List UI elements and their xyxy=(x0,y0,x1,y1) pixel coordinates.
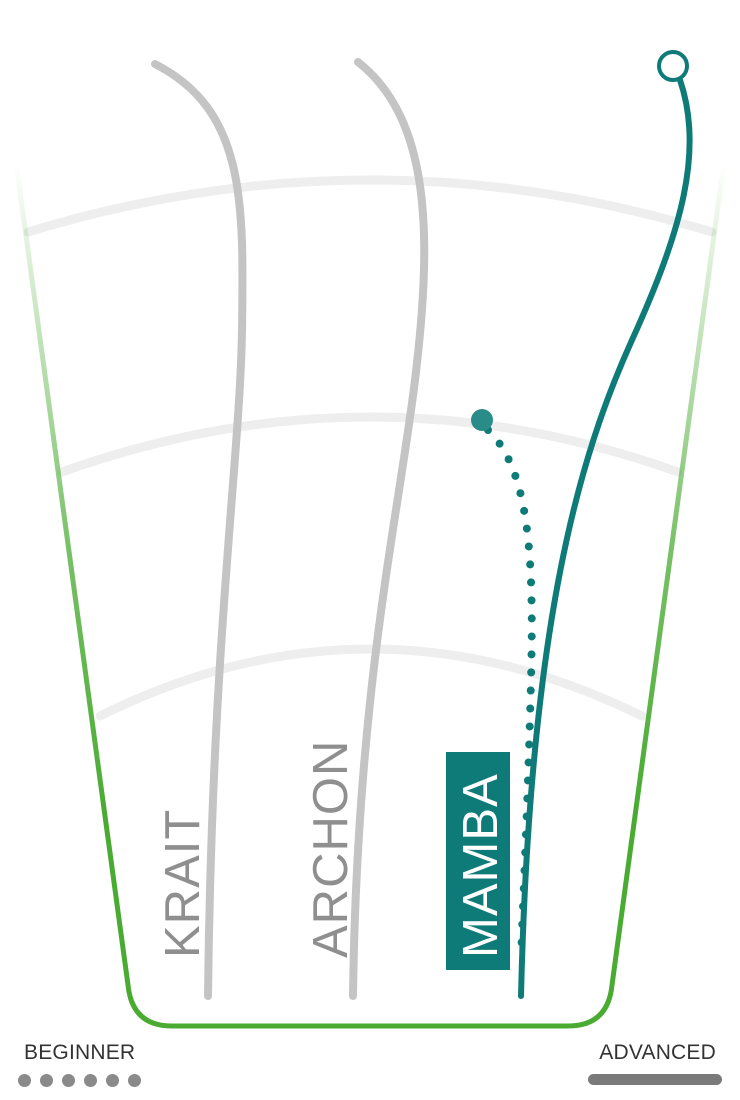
mamba-label-badge xyxy=(446,752,510,970)
mamba-curve xyxy=(518,77,693,999)
krait-label: KRAIT xyxy=(156,809,210,958)
mamba-dotted-end-dot xyxy=(471,409,493,431)
mamba-end-marker xyxy=(657,50,689,82)
scale-dot xyxy=(106,1074,119,1087)
scale-dot xyxy=(84,1074,97,1087)
scale-dot xyxy=(40,1074,53,1087)
archon-curve xyxy=(349,58,429,1000)
advanced-label: ADVANCED xyxy=(599,1041,716,1064)
grid-arc-top xyxy=(23,175,717,237)
scale-dot xyxy=(18,1074,31,1087)
beginner-label: BEGINNER xyxy=(24,1041,136,1064)
mamba-label: MAMBA xyxy=(454,773,508,958)
container-outline xyxy=(13,159,727,1029)
grid-arc-bottom xyxy=(95,644,647,721)
archon-label: ARCHON xyxy=(304,740,358,958)
scale-dot xyxy=(62,1074,75,1087)
beginner-dots-indicator xyxy=(18,1074,141,1087)
scale-dot xyxy=(128,1074,141,1087)
krait-curve xyxy=(151,60,247,1000)
grid-arcs xyxy=(23,175,717,721)
advanced-bar-indicator xyxy=(588,1074,722,1085)
